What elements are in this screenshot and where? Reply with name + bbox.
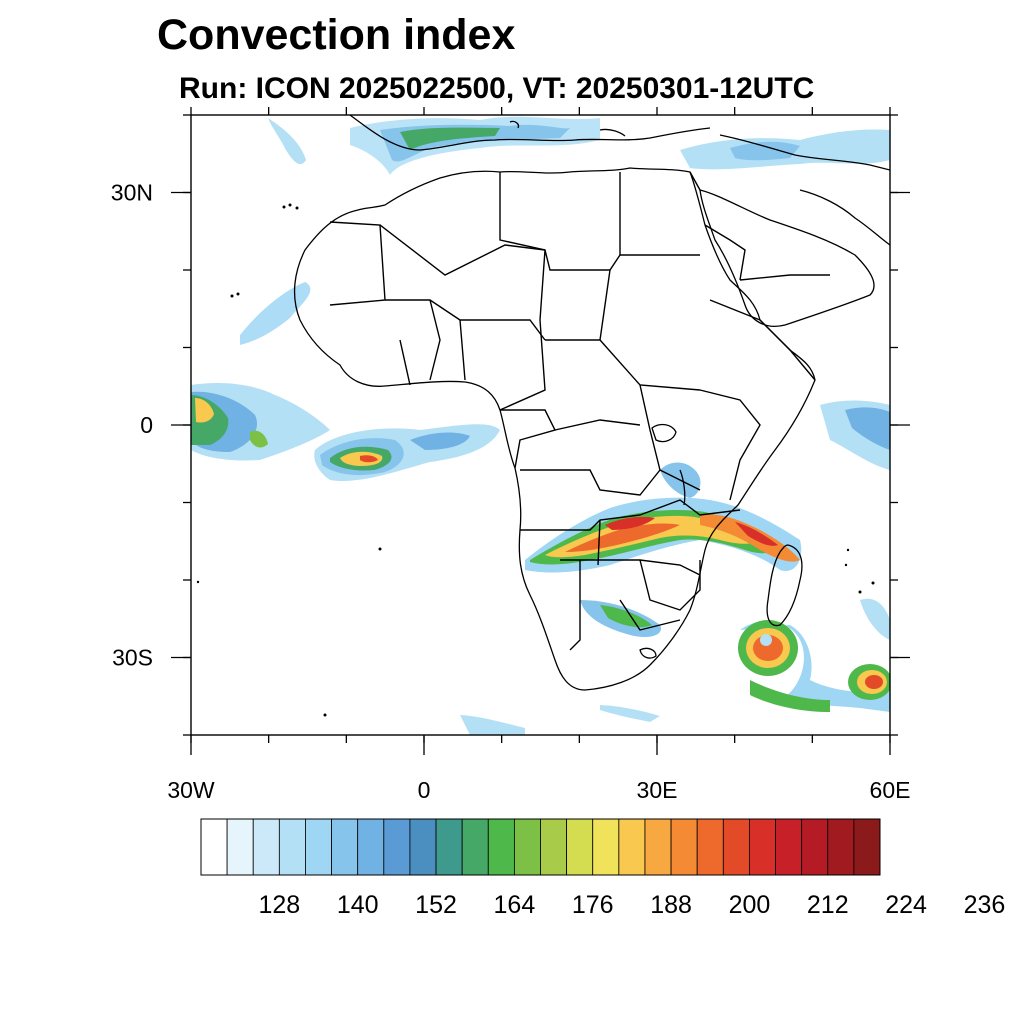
- colorbar-swatch: [461, 818, 489, 876]
- coastlines: [293, 115, 890, 691]
- colorbar-swatch: [435, 818, 463, 876]
- colorbar-label: 200: [729, 891, 771, 919]
- convection-indian-ocean: [460, 400, 890, 735]
- colorbar-label: 140: [337, 891, 379, 919]
- colorbar-swatch: [487, 818, 515, 876]
- colorbar-label: 164: [494, 891, 536, 919]
- colorbar-outline: [200, 818, 881, 876]
- colorbar-swatch: [644, 818, 672, 876]
- colorbar-swatch: [827, 818, 855, 876]
- colorbar-swatch: [540, 818, 568, 876]
- chart-title: Convection index: [157, 11, 516, 59]
- x-tick-label: 30E: [637, 777, 678, 803]
- colorbar-label: 236: [964, 891, 1006, 919]
- colorbar: 128 140 152 164 176 188 200 212 224 236: [200, 818, 1006, 919]
- colorbar-swatch: [801, 818, 829, 876]
- axis-ticks: 30W 0 30E 60E 30N 0 30S: [111, 107, 911, 803]
- colorbar-label: 152: [415, 891, 457, 919]
- colorbar-swatch: [513, 818, 541, 876]
- y-tick-label: 30N: [111, 180, 153, 206]
- colorbar-swatch: [357, 818, 385, 876]
- colorbar-swatch: [226, 818, 254, 876]
- colorbar-swatch: [722, 818, 750, 876]
- y-tick-label: 30S: [112, 645, 153, 671]
- colorbar-swatch: [331, 818, 359, 876]
- y-tick-label: 0: [140, 412, 153, 438]
- colorbar-swatch: [305, 818, 332, 876]
- map-content: [191, 115, 890, 735]
- colorbar-label: 212: [807, 891, 849, 919]
- colorbar-swatch: [592, 818, 620, 876]
- x-tick-label: 60E: [870, 777, 911, 803]
- chart-subtitle: Run: ICON 2025022500, VT: 20250301-12UTC: [179, 72, 815, 105]
- convection-west-atlantic: [191, 282, 330, 461]
- colorbar-swatch: [696, 818, 724, 876]
- convection-gulf-guinea: [314, 424, 500, 481]
- colorbar-swatch: [200, 818, 228, 876]
- colorbar-label: 224: [885, 891, 927, 919]
- colorbar-label: 176: [572, 891, 614, 919]
- colorbar-swatch: [749, 818, 776, 876]
- x-tick-label: 30W: [167, 777, 215, 803]
- colorbar-swatch: [566, 818, 594, 876]
- colorbar-swatch: [278, 818, 306, 876]
- colorbar-swatch: [409, 818, 437, 876]
- colorbar-swatch: [618, 818, 646, 876]
- colorbar-swatch: [383, 818, 411, 876]
- colorbar-swatch: [775, 818, 803, 876]
- convection-mediterranean: [268, 116, 890, 175]
- colorbar-label: 128: [258, 891, 300, 919]
- colorbar-swatch: [670, 818, 698, 876]
- colorbar-swatch: [252, 818, 280, 876]
- country-borders: [329, 171, 830, 651]
- islands: [196, 203, 875, 717]
- colorbar-swatch: [853, 818, 881, 876]
- x-tick-label: 0: [418, 777, 431, 803]
- colorbar-label: 188: [650, 891, 692, 919]
